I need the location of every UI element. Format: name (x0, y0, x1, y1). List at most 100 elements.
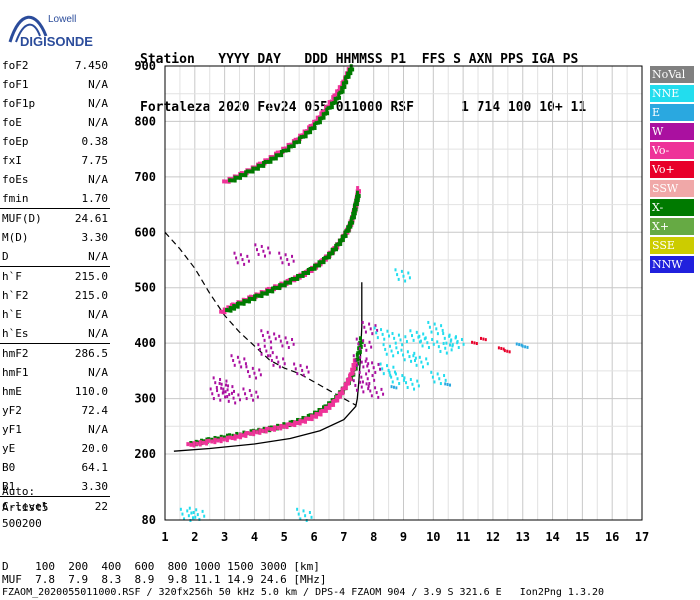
trace-point-x (296, 417, 300, 422)
trace-point-x (315, 263, 319, 268)
trace-point-vo (329, 402, 333, 407)
echo-point-w (368, 340, 371, 344)
chart-ticks: 1 2 3 4 5 6 7 8 9 10 11 12 13 14 15 16 17802003004005006… (134, 59, 649, 544)
trace-point-vo (344, 385, 348, 390)
echo-point-nne (393, 336, 396, 340)
param-value: N/A (88, 97, 108, 110)
param-value: N/A (88, 327, 108, 340)
echo-point-nne (439, 382, 442, 386)
trace-point-vo (244, 433, 248, 438)
trace-point-x (354, 366, 358, 371)
echo-point-nne (424, 336, 427, 340)
echo-point-nne (412, 354, 415, 358)
echo-point-w (211, 392, 214, 396)
trace-point-x (229, 308, 233, 313)
echo-point-nne (431, 375, 434, 379)
trace-point-x (239, 301, 243, 306)
trace-point-x (263, 160, 267, 164)
trace-point-vo (244, 431, 248, 436)
echo-point-w (287, 262, 290, 266)
echo-point-w (367, 369, 370, 373)
echo-point-w (247, 370, 250, 374)
y-tick-label: 900 (134, 59, 156, 73)
echo-point-nne (407, 271, 410, 275)
trace-point-vo (255, 430, 259, 435)
echo-point-nne (430, 330, 433, 334)
param-value: N/A (88, 116, 108, 129)
echo-point-w (248, 389, 251, 393)
x-tick-label: 14 (545, 530, 559, 544)
echo-point-nne (403, 376, 406, 380)
param-value: 3.30 (81, 231, 109, 244)
param-value: N/A (88, 250, 108, 263)
param-name: foEs (2, 173, 29, 186)
trace-point-vo (343, 382, 347, 387)
trace-point-x (349, 71, 353, 76)
trace-point-vo (207, 438, 211, 443)
param-value: 64.1 (81, 461, 109, 474)
trace-point-x (292, 140, 296, 145)
echo-point-nne (394, 372, 397, 376)
trace-point-vo (351, 371, 355, 376)
param-name: M(D) (2, 231, 29, 244)
echo-point-nne (382, 372, 385, 376)
echo-point-w (260, 352, 263, 356)
trace-point-vo (276, 425, 280, 430)
trace-point-x (278, 286, 282, 291)
trace-point-x (313, 266, 317, 271)
echo-point-e (395, 386, 398, 390)
trace-point-vo (310, 123, 314, 128)
trace-point-vo (322, 408, 326, 413)
echo-point-w (245, 397, 248, 401)
echo-point-w (279, 256, 282, 260)
param-row: h`Es N/A (0, 324, 110, 343)
trace-point-x (334, 100, 338, 105)
param-value: 110.0 (74, 385, 108, 398)
echo-point-w (268, 251, 271, 255)
chart-grid (164, 65, 643, 521)
trace-point-x (343, 84, 347, 89)
echo-point-nne (401, 343, 404, 347)
echo-point-w (240, 365, 243, 369)
trace-point-vo (210, 439, 214, 444)
param-row: yE 20.0 (0, 439, 110, 458)
trace-point-vo (351, 218, 355, 223)
echo-point-nne (188, 506, 191, 510)
echo-point-vo (475, 342, 478, 346)
trace-point-x (342, 234, 346, 239)
echo-point-nne (405, 381, 408, 385)
trace-point-x (343, 80, 347, 85)
header-label-settings: FFS S AXN PPS IGA PS (421, 52, 579, 67)
echo-point-w (233, 251, 236, 255)
echo-point-nne (438, 377, 441, 381)
echo-point-w (263, 338, 266, 342)
trace-point-vo (334, 93, 338, 98)
trace-point-vo (213, 440, 217, 445)
echo-point-w (253, 371, 256, 375)
echo-point-w (265, 349, 268, 353)
trace-point-vo (228, 435, 232, 440)
distance-row: D 100 200 400 600 800 1000 1500 3000 [km… (2, 560, 320, 573)
trace-point-x (292, 143, 296, 148)
echo-point-w (360, 375, 363, 379)
trace-point-vo (252, 429, 256, 434)
echo-point-w (281, 344, 284, 348)
trace-point-x (263, 291, 267, 296)
trace-point-x (283, 280, 287, 285)
trace-point-vo (328, 405, 332, 410)
trace-point-vo (198, 442, 202, 447)
trace-point-x (355, 202, 359, 207)
param-value: 22 (94, 500, 108, 513)
echo-point-w (361, 320, 364, 324)
logo-line2: DIGISONDE (20, 34, 93, 49)
echo-point-w (235, 256, 238, 260)
echo-point-w (238, 360, 241, 364)
trace-point-vo (239, 435, 243, 440)
trace-point-x (269, 156, 273, 161)
trace-point-vo (352, 358, 356, 363)
digisonde-logo: Lowell DIGISONDE (8, 14, 93, 49)
trace-point-x (335, 242, 339, 247)
echo-point-w (263, 344, 266, 348)
param-row: yF2 72.4 (0, 401, 110, 420)
x-tick-label: 16 (605, 530, 619, 544)
